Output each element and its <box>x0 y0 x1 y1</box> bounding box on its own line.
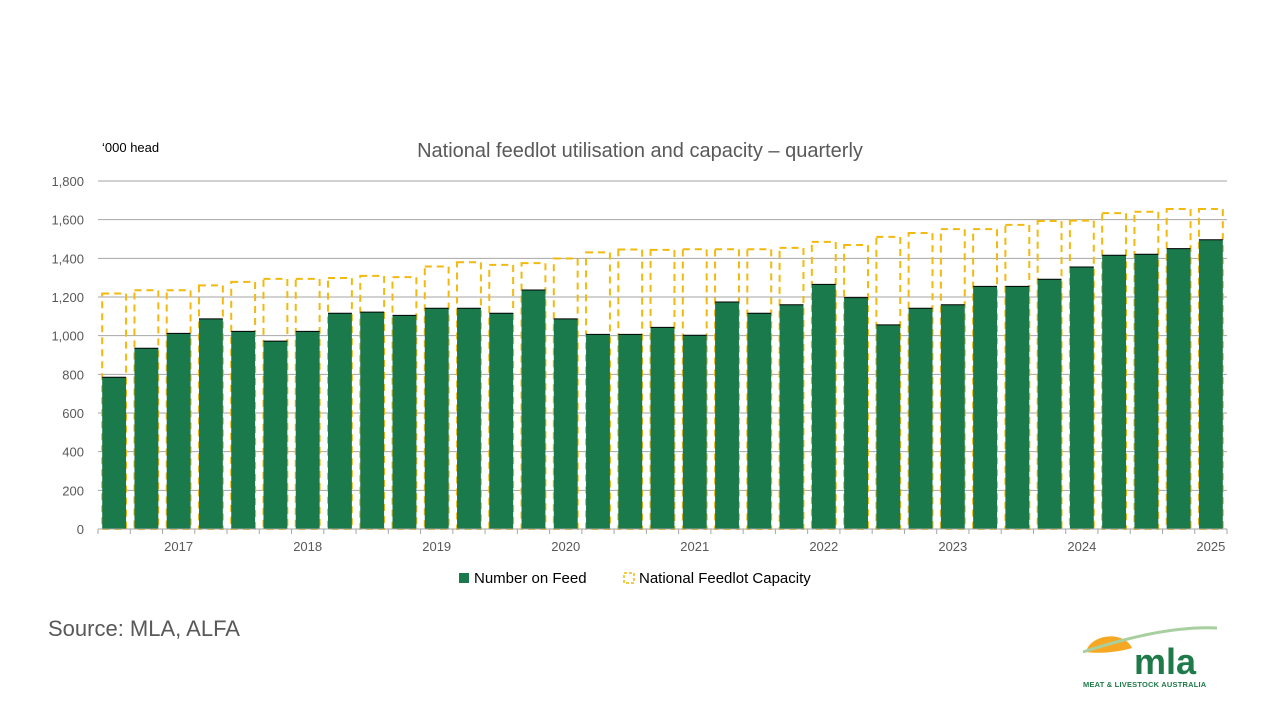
feed-bar <box>876 324 901 529</box>
legend: Number on Feed National Feedlot Capacity <box>459 570 811 587</box>
feed-bar <box>457 308 481 529</box>
feed-bar <box>424 308 449 529</box>
x-tick-label: 2021 <box>680 539 709 554</box>
feed-bar <box>586 334 610 529</box>
x-tick-label: 2025 <box>1196 539 1225 554</box>
feed-bar <box>102 377 127 529</box>
y-tick-label: 800 <box>62 367 84 382</box>
feed-bar <box>973 286 998 529</box>
y-tick-label: 200 <box>62 483 84 498</box>
legend-label-number-on-feed: Number on Feed <box>474 570 587 587</box>
y-tick-label: 1,600 <box>51 213 84 228</box>
feed-bar <box>1134 254 1159 530</box>
feed-bar <box>1037 279 1062 529</box>
y-tick-label: 1,000 <box>51 329 84 344</box>
feed-bar <box>1069 267 1094 529</box>
feed-bar <box>747 313 772 529</box>
legend-label-capacity: National Feedlot Capacity <box>639 570 811 587</box>
feed-bar <box>553 318 578 529</box>
feed-bar <box>715 302 739 529</box>
feed-bar <box>650 327 675 529</box>
x-tick-label: 2018 <box>293 539 322 554</box>
y-axis-ticks: 0 200 400 600 800 1,000 1,200 1,400 1,600 1,800 <box>51 174 84 537</box>
feed-bar <box>489 313 514 529</box>
y-tick-label: 1,200 <box>51 290 84 305</box>
source-note: Source: MLA, ALFA <box>48 616 240 641</box>
logo-swoosh-icon <box>1082 626 1218 654</box>
feed-bar <box>940 304 965 529</box>
x-tick-label: 2024 <box>1067 539 1096 554</box>
feed-bar <box>779 304 804 529</box>
chart-title: National feedlot utilisation and capacit… <box>417 140 863 162</box>
y-axis-unit-label: ‘000 head <box>102 140 159 155</box>
feed-bar <box>360 312 385 529</box>
feed-bar <box>521 290 546 529</box>
feed-bar <box>231 331 256 529</box>
feed-bar <box>1166 248 1191 529</box>
mla-logo: mla <box>1082 626 1218 682</box>
x-tick-label: 2022 <box>809 539 838 554</box>
number-on-feed-series <box>102 239 1223 530</box>
feed-bar <box>198 318 223 529</box>
feed-bar <box>166 333 191 529</box>
y-tick-label: 1,400 <box>51 251 84 266</box>
feed-bar <box>1005 286 1030 529</box>
y-tick-label: 600 <box>62 406 84 421</box>
logo-caption: MEAT & LIVESTOCK AUSTRALIA <box>1083 680 1207 689</box>
feed-bar <box>295 331 320 529</box>
legend-swatch-number-on-feed <box>459 573 469 583</box>
feed-bar <box>1102 255 1127 530</box>
x-tick-label: 2019 <box>422 539 451 554</box>
logo-wordmark: mla <box>1134 641 1197 682</box>
x-tick-label: 2023 <box>938 539 967 554</box>
x-axis-labels: 2017 2018 2019 2020 2021 2022 2023 2024 2025 <box>164 539 1225 554</box>
feed-bar <box>327 313 352 529</box>
legend-swatch-capacity <box>623 572 635 584</box>
x-tick-label: 2017 <box>164 539 193 554</box>
y-tick-label: 0 <box>77 522 84 537</box>
x-tick-label: 2020 <box>551 539 580 554</box>
feed-bar <box>134 348 159 529</box>
feed-bar <box>844 297 868 529</box>
x-axis <box>97 528 1228 534</box>
feed-bar <box>682 335 707 529</box>
feed-bar <box>908 308 933 529</box>
y-tick-label: 1,800 <box>51 174 84 189</box>
feed-bar <box>618 334 643 529</box>
y-tick-label: 400 <box>62 445 84 460</box>
feed-bar <box>392 315 417 529</box>
feed-bar <box>811 284 836 529</box>
feed-bar <box>1198 239 1223 530</box>
feed-bar <box>263 341 288 529</box>
